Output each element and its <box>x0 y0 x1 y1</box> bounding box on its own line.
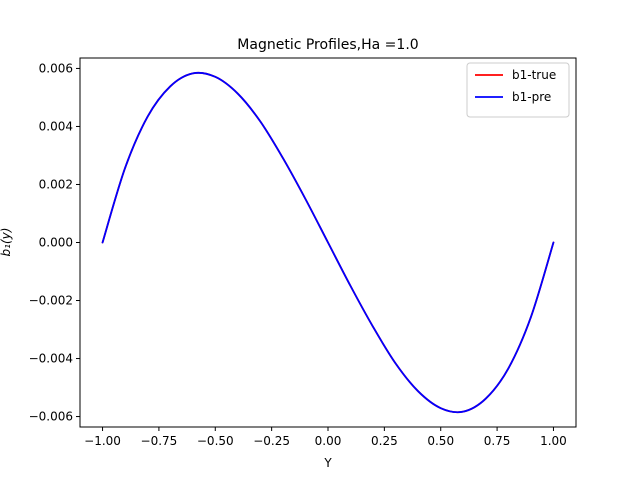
x-tick-label: 0.00 <box>315 434 342 448</box>
x-axis: −1.00 −0.75 −0.50 −0.25 0.00 0.25 0.50 0.75 1.00 <box>84 427 567 448</box>
x-tick-label: −0.50 <box>197 434 234 448</box>
x-tick-label: 0.50 <box>427 434 454 448</box>
y-tick-label: −0.004 <box>29 352 73 366</box>
legend-entry-label: b1-true <box>512 68 556 82</box>
x-tick-label: −0.25 <box>253 434 290 448</box>
x-tick-label: 0.75 <box>484 434 511 448</box>
x-axis-label: Y <box>323 456 332 470</box>
y-tick-label: 0.000 <box>39 236 73 250</box>
x-tick-label: −0.75 <box>141 434 178 448</box>
legend-box <box>466 62 570 118</box>
series-line-b1-pre <box>101 71 555 414</box>
x-tick-label: −1.00 <box>84 434 121 448</box>
legend-entry-label: b1-pre <box>512 90 551 104</box>
x-tick-label: 1.00 <box>540 434 567 448</box>
y-tick-label: 0.004 <box>39 119 73 133</box>
y-tick-label: 0.002 <box>39 177 73 191</box>
plot-lines <box>101 71 555 414</box>
legend: b1-true b1-pre <box>466 62 570 118</box>
y-axis-label: b₁(y) <box>0 228 13 257</box>
y-tick-label: 0.006 <box>39 61 73 75</box>
x-tick-label: 0.25 <box>371 434 398 448</box>
y-axis: −0.006 −0.004 −0.002 0.000 0.002 0.004 0.006 <box>29 61 80 424</box>
y-tick-label: −0.002 <box>29 294 73 308</box>
y-tick-label: −0.006 <box>29 410 73 424</box>
chart-title: Magnetic Profiles,Ha =1.0 <box>237 37 418 53</box>
